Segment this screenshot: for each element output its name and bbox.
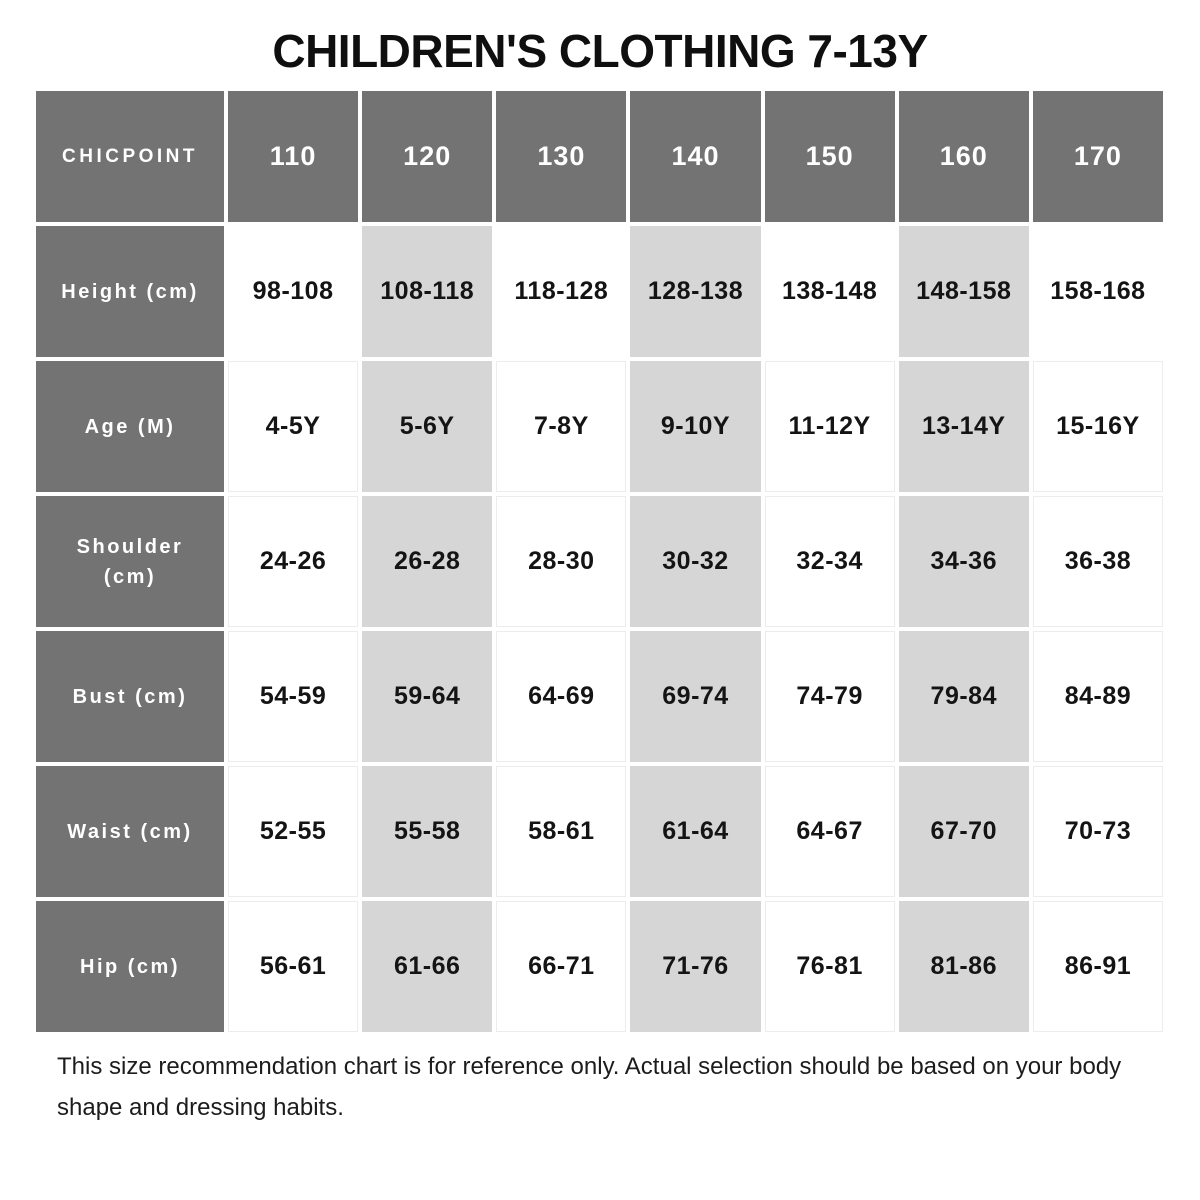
disclaimer-text: This size recommendation chart is for re… bbox=[57, 1053, 1122, 1122]
table-cell: 148-158 bbox=[898, 226, 1029, 357]
table-cell: 108-118 bbox=[362, 226, 493, 357]
table-cell: 69-74 bbox=[630, 631, 761, 762]
table-cell: 64-67 bbox=[764, 766, 895, 897]
table-cell: 71-76 bbox=[630, 901, 761, 1032]
table-cell: 55-58 bbox=[362, 766, 493, 897]
row-label-hip: Hip (cm) bbox=[36, 901, 224, 1032]
table-cell: 56-61 bbox=[228, 901, 359, 1032]
table-cell: 118-128 bbox=[496, 226, 627, 357]
row-label-bust: Bust (cm) bbox=[36, 631, 224, 762]
size-column-header: 150 bbox=[764, 91, 895, 222]
table-cell: 4-5Y bbox=[228, 361, 359, 492]
table-cell: 30-32 bbox=[630, 496, 761, 627]
table-cell: 52-55 bbox=[228, 766, 359, 897]
table-cell: 32-34 bbox=[764, 496, 895, 627]
table-cell: 15-16Y bbox=[1032, 361, 1163, 492]
table-cell: 81-86 bbox=[898, 901, 1029, 1032]
table-cell: 66-71 bbox=[496, 901, 627, 1032]
table-cell: 64-69 bbox=[496, 631, 627, 762]
table-cell: 84-89 bbox=[1032, 631, 1163, 762]
size-chart-table: CHICPOINT 110 120 130 140 150 160 170 He… bbox=[36, 91, 1163, 1032]
table-cell: 26-28 bbox=[362, 496, 493, 627]
size-column-header: 130 bbox=[496, 91, 627, 222]
brand-header-cell: CHICPOINT bbox=[36, 91, 224, 222]
table-cell: 61-64 bbox=[630, 766, 761, 897]
table-cell: 11-12Y bbox=[764, 361, 895, 492]
table-cell: 76-81 bbox=[764, 901, 895, 1032]
table-cell: 86-91 bbox=[1032, 901, 1163, 1032]
table-cell: 158-168 bbox=[1032, 226, 1163, 357]
size-column-header: 120 bbox=[362, 91, 493, 222]
table-cell: 13-14Y bbox=[898, 361, 1029, 492]
table-cell: 138-148 bbox=[764, 226, 895, 357]
table-cell: 54-59 bbox=[228, 631, 359, 762]
table-cell: 7-8Y bbox=[496, 361, 627, 492]
size-column-header: 140 bbox=[630, 91, 761, 222]
table-cell: 79-84 bbox=[898, 631, 1029, 762]
row-label-height: Height (cm) bbox=[36, 226, 224, 357]
table-cell: 36-38 bbox=[1032, 496, 1163, 627]
row-label-shoulder: Shoulder (cm) bbox=[36, 496, 224, 627]
table-cell: 70-73 bbox=[1032, 766, 1163, 897]
size-column-header: 170 bbox=[1032, 91, 1163, 222]
table-cell: 34-36 bbox=[898, 496, 1029, 627]
table-cell: 24-26 bbox=[228, 496, 359, 627]
size-column-header: 110 bbox=[228, 91, 359, 222]
table-cell: 74-79 bbox=[764, 631, 895, 762]
table-cell: 61-66 bbox=[362, 901, 493, 1032]
size-column-header: 160 bbox=[898, 91, 1029, 222]
table-cell: 59-64 bbox=[362, 631, 493, 762]
table-cell: 128-138 bbox=[630, 226, 761, 357]
page-title: CHILDREN'S CLOTHING 7-13Y bbox=[272, 25, 928, 77]
row-label-waist: Waist (cm) bbox=[36, 766, 224, 897]
table-cell: 28-30 bbox=[496, 496, 627, 627]
table-cell: 5-6Y bbox=[362, 361, 493, 492]
table-cell: 98-108 bbox=[228, 226, 359, 357]
table-cell: 9-10Y bbox=[630, 361, 761, 492]
table-cell: 67-70 bbox=[898, 766, 1029, 897]
row-label-age: Age (M) bbox=[36, 361, 224, 492]
table-cell: 58-61 bbox=[496, 766, 627, 897]
